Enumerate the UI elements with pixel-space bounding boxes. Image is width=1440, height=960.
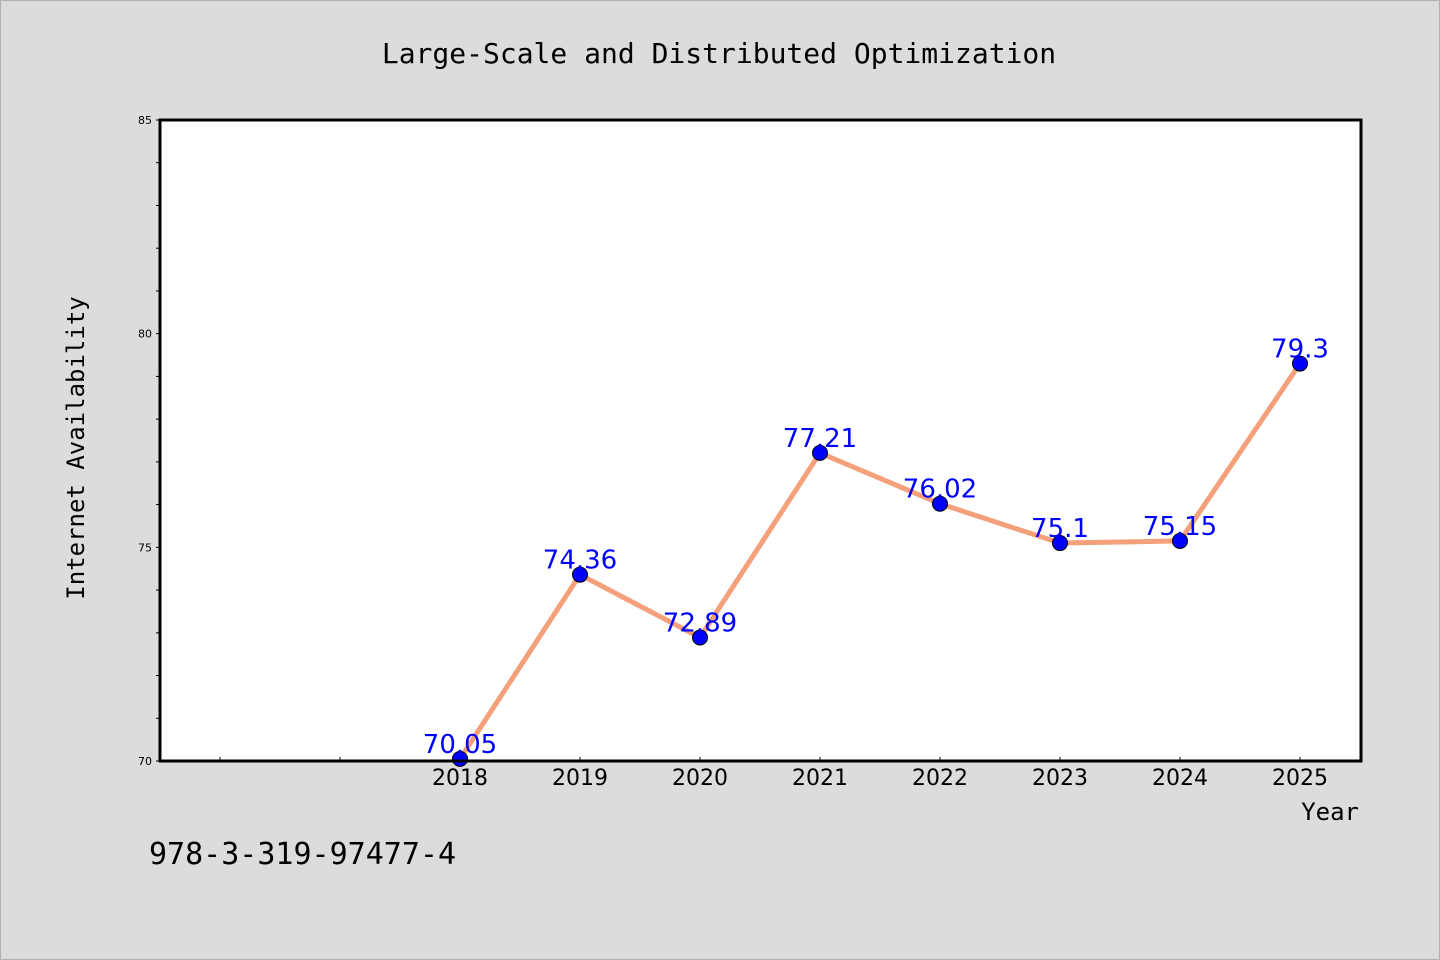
data-label: 74.36 <box>543 546 617 576</box>
y-tick-label: 80 <box>138 328 152 341</box>
data-point <box>932 495 948 512</box>
data-label: 75.1 <box>1031 514 1089 544</box>
data-label: 77.21 <box>783 424 857 454</box>
x-tick-label: 2022 <box>912 766 968 791</box>
x-axis-label: Year <box>1301 798 1359 826</box>
x-tick-label: 2020 <box>672 766 728 791</box>
data-point <box>1292 355 1308 372</box>
data-label: 79.3 <box>1271 335 1329 365</box>
data-point <box>452 750 468 767</box>
data-point <box>692 629 708 646</box>
axis-ticks: 70 75 80 85 2018 2019 2020 2021 2022 2023 2024 2025 <box>138 114 1328 791</box>
chart-title: Large-Scale and Distributed Optimization <box>382 37 1056 70</box>
data-point <box>1172 532 1188 549</box>
y-tick-label: 75 <box>138 541 152 554</box>
x-tick-label: 2023 <box>1032 766 1088 791</box>
series-polyline <box>457 361 1303 762</box>
x-tick-label: 2025 <box>1272 766 1328 791</box>
data-label: 75.15 <box>1143 512 1217 542</box>
data-label: 72.89 <box>663 609 737 639</box>
data-label: 70.05 <box>423 730 497 760</box>
plot-area <box>160 120 1361 761</box>
x-tick-label: 2024 <box>1152 766 1208 791</box>
data-point <box>1052 535 1068 552</box>
data-point <box>812 444 828 461</box>
y-tick-label: 85 <box>138 114 152 127</box>
data-point <box>572 566 588 583</box>
x-tick-label: 2019 <box>552 766 608 791</box>
series-line <box>457 361 1303 762</box>
data-labels: 70.05 74.36 72.89 77.21 76.02 75.1 75.15 79.3 <box>423 335 1329 760</box>
isbn-label: 978-3-319-97477-4 <box>149 837 456 872</box>
x-tick-label: 2021 <box>792 766 848 791</box>
series-markers <box>452 355 1308 767</box>
y-tick-label: 70 <box>138 755 152 768</box>
y-axis-label: Internet Availability <box>62 296 90 599</box>
plot-border <box>158 118 1363 763</box>
data-label: 76.02 <box>903 475 977 505</box>
x-tick-label: 2018 <box>432 766 488 791</box>
